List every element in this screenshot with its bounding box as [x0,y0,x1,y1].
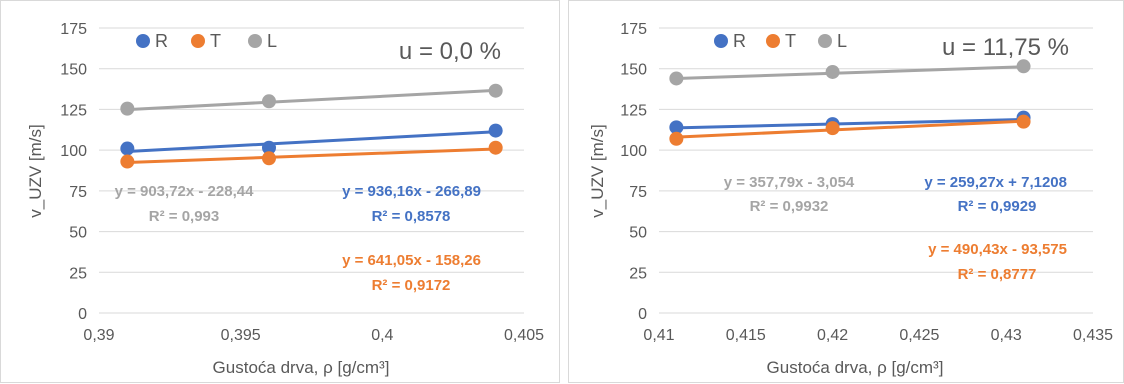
trendline-equation-l: y = 903,72x - 228,44 [115,183,255,200]
y-tick-label: 150 [620,62,647,79]
y-tick-label: 50 [69,225,87,242]
trendline-equation-t: y = 641,05x - 158,26 [342,252,481,269]
r-squared-l: R² = 0,993 [149,208,219,225]
legend-label-t: T [785,31,796,51]
x-tick-label: 0,4 [371,327,393,344]
trendline-equation-l: y = 357,79x - 3,054 [724,174,855,191]
trendline-equation-t: y = 490,43x - 93,575 [928,241,1067,258]
y-tick-label: 50 [629,225,647,242]
y-tick-label: 25 [629,265,647,282]
x-tick-label: 0,425 [899,327,939,344]
data-point-t [120,154,135,169]
chart-left: 0 25 50 75 100 125 150 175 0,39 0,395 0,4 0,405 Gust… [26,21,544,377]
data-point-l [669,71,684,86]
trendline-t [676,119,1024,139]
moisture-label: u = 0,0 % [399,38,501,65]
r-squared-r: R² = 0,9929 [958,198,1037,215]
legend-marker-t [191,34,205,48]
r-squared-l: R² = 0,9932 [750,198,829,215]
legend-label-t: T [210,31,221,51]
r-squared-t: R² = 0,8777 [958,266,1037,283]
trendline-r [127,130,496,154]
x-tick-label: 0,42 [817,327,848,344]
data-point-l [262,94,276,109]
data-point-l [825,64,840,79]
x-tick-label: 0,405 [504,327,544,344]
r-squared-t: R² = 0,9172 [372,277,451,294]
data-point-r [120,141,135,156]
r-squared-r: R² = 0,8578 [372,208,451,225]
legend-marker-t [766,34,780,48]
y-tick-label: 0 [78,306,87,323]
x-tick-label: 0,43 [991,327,1022,344]
data-point-t [262,151,276,166]
y-axis-title: v_UZV [m/s] [26,124,45,218]
data-point-r [488,123,503,138]
legend-label-r: R [733,31,746,51]
chart-panel-right: 0 25 50 75 100 125 150 175 0,41 0,415 0,42 0,425 0,4… [568,0,1124,383]
y-tick-label: 150 [60,62,87,79]
data-point-l [488,83,503,98]
y-tick-label: 125 [60,102,87,119]
y-tick-label: 100 [620,143,647,160]
data-point-t [825,121,840,136]
trendline-equation-r: y = 259,27x + 7,1208 [924,174,1067,191]
legend-marker-l [818,34,832,48]
y-tick-label: 100 [60,143,87,160]
chart-panel-left: 0 25 50 75 100 125 150 175 0,39 0,395 0,4 0,405 Gust… [0,0,560,383]
legend-marker-r [714,34,728,48]
x-tick-label: 0,39 [83,327,114,344]
y-axis-title: v_UZV [m/s] [588,124,607,218]
legend-label-l: L [267,31,277,51]
y-tick-label: 125 [620,102,647,119]
data-point-l [1016,59,1031,74]
data-point-l [120,101,135,116]
trendline-r [676,117,1024,130]
trendline-equation-r: y = 936,16x - 266,89 [342,183,481,200]
data-point-r [669,120,684,135]
x-axis-title: Gustoća drva, ρ [g/cm³] [213,358,390,377]
trendline-l [127,88,496,112]
chart-right: 0 25 50 75 100 125 150 175 0,41 0,415 0,42 0,425 0,4… [588,21,1113,377]
data-point-t [1016,114,1031,129]
data-point-t [669,131,684,146]
y-tick-label: 175 [60,21,87,38]
moisture-label: u = 11,75 % [942,34,1069,61]
data-point-r [262,140,276,155]
x-tick-label: 0,415 [726,327,766,344]
y-tick-label: 25 [69,265,87,282]
trendline-t [127,147,496,165]
legend-marker-l [248,34,262,48]
trendline-l [676,65,1024,80]
y-tick-label: 175 [620,21,647,38]
x-tick-label: 0,435 [1073,327,1113,344]
legend-marker-r [136,34,150,48]
legend-label-l: L [837,31,847,51]
legend-label-r: R [155,31,168,51]
x-tick-label: 0,395 [221,327,261,344]
x-axis-title: Gustoća drva, ρ [g/cm³] [767,358,944,377]
x-tick-label: 0,41 [643,327,674,344]
y-tick-label: 75 [629,184,647,201]
y-tick-label: 0 [638,306,647,323]
y-tick-label: 75 [69,184,87,201]
data-point-t [488,140,503,155]
